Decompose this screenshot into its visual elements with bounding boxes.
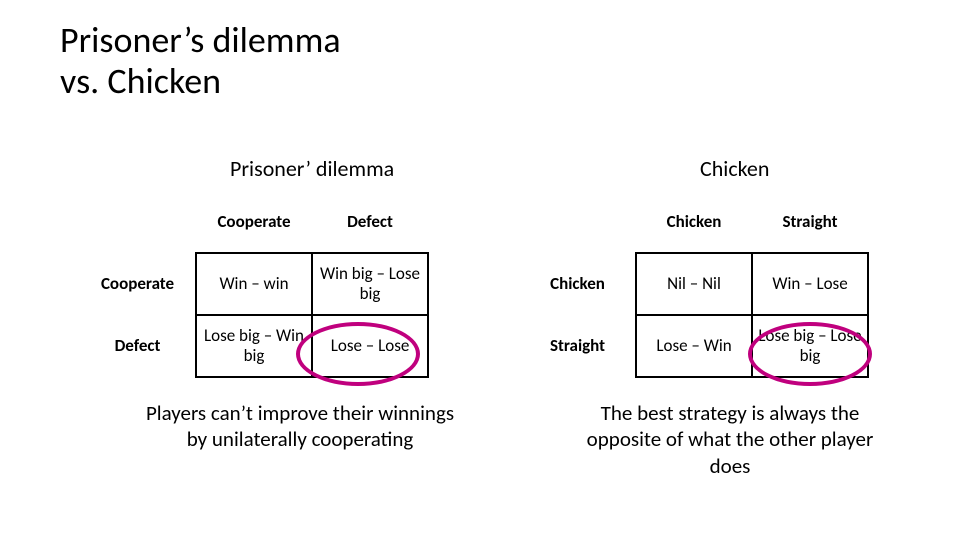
title-line-1: Prisoner’s dilemma	[60, 18, 341, 62]
pd-cell-cooperate-cooperate: Win – win	[196, 253, 312, 315]
pd-cell-cooperate-defect: Win big – Lose big	[312, 253, 428, 315]
empty-corner	[520, 192, 636, 253]
ck-row-header-2: Straight	[520, 315, 636, 377]
ck-row-header-1: Chicken	[520, 253, 636, 315]
pd-col-header-2: Defect	[312, 192, 428, 253]
pd-col-header-1: Cooperate	[196, 192, 312, 253]
left-heading: Prisoner’ dilemma	[230, 155, 394, 182]
prisoners-dilemma-matrix: Cooperate Defect Cooperate Win – win Win…	[80, 192, 429, 378]
ck-cell-chicken-straight: Win – Lose	[752, 253, 868, 315]
pd-caption: Players can’t improve their winnings by …	[140, 400, 460, 453]
ck-cell-straight-straight: Lose big – Lose big	[752, 315, 868, 377]
ck-col-header-2: Straight	[752, 192, 868, 253]
right-heading: Chicken	[700, 155, 769, 182]
ck-caption: The best strategy is always the opposite…	[570, 400, 890, 479]
pd-cell-defect-defect: Lose – Lose	[312, 315, 428, 377]
pd-row-header-2: Defect	[80, 315, 196, 377]
ck-cell-straight-chicken: Lose – Win	[636, 315, 752, 377]
pd-row-header-1: Cooperate	[80, 253, 196, 315]
ck-cell-chicken-chicken: Nil – Nil	[636, 253, 752, 315]
chicken-matrix: Chicken Straight Chicken Nil – Nil Win –…	[520, 192, 869, 378]
slide: Prisoner’s dilemma vs. Chicken Prisoner’…	[0, 0, 960, 540]
empty-corner	[80, 192, 196, 253]
page-title: Prisoner’s dilemma vs. Chicken	[60, 20, 341, 103]
title-line-2: vs. Chicken	[60, 59, 221, 103]
ck-col-header-1: Chicken	[636, 192, 752, 253]
pd-cell-defect-cooperate: Lose big – Win big	[196, 315, 312, 377]
